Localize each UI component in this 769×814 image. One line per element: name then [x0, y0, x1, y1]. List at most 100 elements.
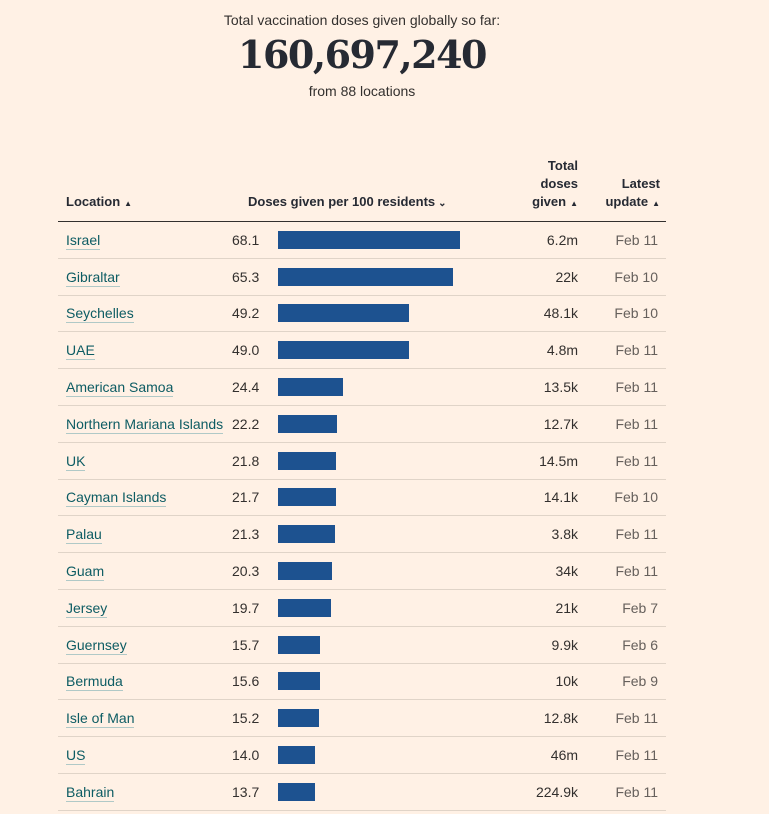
bar-cell [278, 368, 509, 406]
doses-per-100-value: 22.2 [232, 415, 260, 432]
total-header-line3: given [532, 194, 567, 209]
location-link[interactable]: Palau [66, 526, 102, 545]
location-link[interactable]: Bahrain [66, 783, 115, 802]
doses-bar [278, 672, 320, 691]
update-header-line2: update [605, 194, 649, 209]
total-doses-column-header[interactable]: Total doses given ▲︎ [508, 157, 587, 222]
bar-cell [278, 699, 509, 738]
doses-per-100-column-header[interactable]: Doses given per 100 residents ⌄ [240, 157, 509, 222]
doses-bar [278, 341, 409, 360]
table-header-row: Location ▲︎ Doses given per 100 residents… [58, 157, 667, 222]
table-row: Guernsey 15.7 9.9k Feb 6 [58, 626, 667, 664]
doses-per-100-value: 21.7 [232, 489, 260, 506]
location-link[interactable]: Northern Mariana Islands [66, 415, 224, 434]
bar-cell [278, 589, 509, 627]
doses-per-100-value: 68.1 [232, 231, 260, 248]
total-doses-cell: 13.5k [508, 368, 587, 406]
table-row: UK 21.8 14.5m Feb 11 [58, 442, 667, 480]
location-link[interactable]: Jersey [66, 599, 108, 618]
total-doses-cell: 12.8k [508, 699, 587, 738]
bar-cell [278, 442, 509, 480]
total-doses-cell: 12.7k [508, 405, 587, 443]
chevron-down-icon[interactable]: ⌄ [438, 198, 447, 209]
location-column-header[interactable]: Location ▲︎ [58, 157, 240, 222]
doses-bar [278, 304, 410, 323]
location-cell: Cayman Islands [58, 479, 240, 517]
summary-intro: Total vaccination doses given globally s… [223, 12, 501, 28]
location-cell: Guernsey [58, 626, 240, 664]
sort-updown-icon[interactable]: ▲︎ [570, 199, 579, 208]
doses-bar [278, 488, 336, 507]
bar-cell [278, 405, 509, 443]
location-link[interactable]: Guam [66, 563, 105, 582]
doses-per-100-value: 20.3 [232, 563, 260, 580]
location-link[interactable]: Isle of Man [66, 710, 135, 729]
sort-updown-icon[interactable]: ▲︎ [652, 199, 661, 208]
location-cell: American Samoa [58, 368, 240, 406]
table-row: Jersey 19.7 21k Feb 7 [58, 589, 667, 627]
location-cell: Israel [58, 221, 240, 259]
location-cell: Jersey [58, 589, 240, 627]
location-cell: Guam [58, 552, 240, 590]
total-doses-cell: 6.2m [508, 221, 587, 259]
latest-update-column-header[interactable]: Latest update ▲︎ [586, 157, 667, 222]
doses-header-label: Doses given per 100 residents [248, 194, 436, 209]
doses-per-100-cell: 21.8 [232, 442, 278, 480]
total-doses-cell: 224.9k [508, 773, 587, 811]
total-doses-cell: 34k [508, 552, 587, 590]
location-header-label: Location [66, 194, 121, 209]
bar-cell [278, 479, 509, 517]
doses-per-100-value: 14.0 [232, 747, 260, 764]
location-link[interactable]: UAE [66, 342, 95, 361]
doses-per-100-value: 65.3 [232, 268, 260, 285]
doses-per-100-cell: 21.7 [232, 479, 278, 517]
total-doses-cell: 22k [508, 258, 587, 296]
total-doses-cell: 4.8m [508, 331, 587, 370]
latest-update-cell: Feb 7 [586, 589, 667, 627]
doses-bar [278, 562, 333, 581]
table-row: American Samoa 24.4 13.5k Feb 11 [58, 368, 667, 406]
location-link[interactable]: US [66, 747, 86, 766]
latest-update-cell: Feb 10 [586, 258, 667, 296]
bar-cell [278, 258, 509, 296]
latest-update-cell: Feb 11 [586, 736, 667, 774]
doses-per-100-value: 49.2 [232, 305, 260, 322]
doses-bar [278, 267, 453, 286]
doses-per-100-cell: 15.2 [232, 699, 278, 738]
location-link[interactable]: Guernsey [66, 636, 127, 655]
doses-per-100-cell: 20.3 [232, 552, 278, 590]
location-cell: Isle of Man [58, 699, 240, 738]
locations-count: from 88 locations [308, 83, 416, 99]
location-cell: UK [58, 442, 240, 480]
doses-per-100-cell: 22.2 [232, 405, 278, 443]
sort-updown-icon[interactable]: ▲︎ [124, 199, 133, 208]
latest-update-cell: Feb 11 [586, 515, 667, 554]
table-row: UAE 49.0 4.8m Feb 11 [58, 331, 667, 370]
total-doses-cell: 48.1k [508, 295, 587, 333]
doses-per-100-value: 19.7 [232, 599, 260, 616]
doses-per-100-cell: 15.7 [232, 626, 278, 664]
table-row: Bermuda 15.6 10k Feb 9 [58, 663, 667, 701]
location-cell: UAE [58, 331, 240, 370]
update-header-line1: Latest [621, 176, 661, 191]
location-link[interactable]: American Samoa [66, 379, 174, 398]
location-link[interactable]: Seychelles [66, 305, 134, 324]
bar-cell [278, 295, 509, 333]
latest-update-cell: Feb 6 [586, 626, 667, 664]
table-body: Israel 68.1 6.2m Feb 11 Gibraltar 65.3 22k Feb … [58, 221, 667, 811]
vaccination-table: Location ▲︎ Doses given per 100 residents… [58, 157, 667, 811]
table-row: US 14.0 46m Feb 11 [58, 736, 667, 774]
bar-cell [278, 773, 509, 811]
doses-bar [278, 230, 460, 249]
bar-cell [278, 663, 509, 701]
doses-bar [278, 598, 331, 617]
location-link[interactable]: Cayman Islands [66, 489, 167, 508]
location-link[interactable]: Bermuda [66, 673, 123, 692]
location-link[interactable]: Gibraltar [66, 268, 120, 287]
doses-bar [278, 709, 319, 728]
location-link[interactable]: Israel [66, 231, 101, 250]
latest-update-cell: Feb 11 [586, 221, 667, 259]
location-link[interactable]: UK [66, 452, 86, 471]
location-cell: Northern Mariana Islands [58, 405, 240, 443]
latest-update-cell: Feb 11 [586, 442, 667, 480]
